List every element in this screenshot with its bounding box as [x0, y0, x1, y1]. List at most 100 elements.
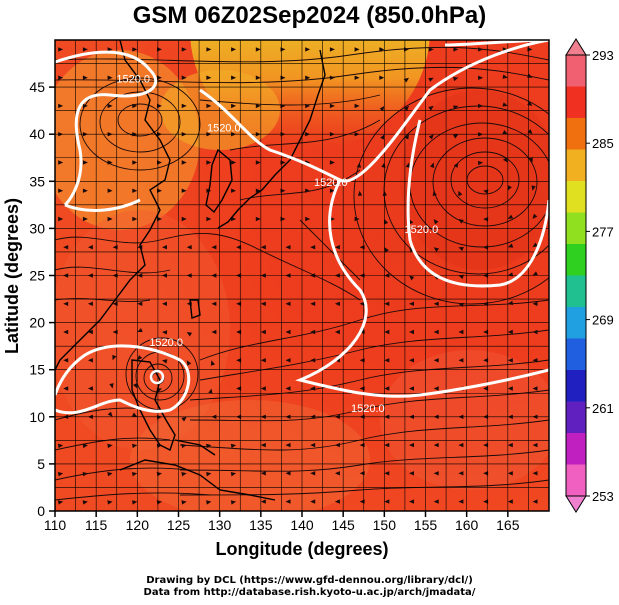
- wind-arrowhead: [255, 160, 261, 165]
- wind-arrowhead: [87, 245, 93, 250]
- wind-arrowhead: [305, 188, 311, 193]
- wind-arrowhead: [231, 75, 237, 80]
- wind-arrowhead: [334, 471, 340, 476]
- colorbar-segment: [566, 55, 586, 88]
- wind-arrowhead: [329, 188, 335, 193]
- wind-arrowhead: [310, 245, 316, 250]
- wind-arrowhead: [458, 219, 464, 224]
- wind-arrowhead: [162, 330, 168, 335]
- wind-arrowhead: [186, 360, 192, 366]
- wind-arrowhead: [132, 103, 138, 109]
- wind-arrowhead: [433, 386, 439, 391]
- wind-arrowhead: [87, 301, 93, 306]
- y-tick-label: 5: [37, 456, 45, 472]
- x-tick-label: 150: [373, 517, 397, 533]
- wind-arrowhead: [329, 75, 335, 80]
- colorbar-tick-label: 253: [592, 489, 614, 504]
- wind-arrowhead: [433, 499, 439, 504]
- wind-arrowhead: [334, 245, 340, 250]
- wind-arrowhead: [532, 442, 538, 448]
- wind-arrowhead: [82, 472, 88, 477]
- wind-arrowhead: [82, 75, 88, 80]
- colorbar-tick-label: 261: [592, 401, 614, 416]
- y-tick-label: 30: [29, 220, 45, 236]
- wind-arrowhead: [255, 47, 261, 52]
- wind-arrowhead: [329, 47, 335, 52]
- colorbar-segment: [566, 433, 586, 466]
- wind-arrowhead: [58, 160, 64, 165]
- wind-arrowhead: [305, 216, 311, 222]
- wind-arrowhead: [405, 162, 411, 168]
- wind-arrowhead: [483, 386, 489, 391]
- x-axis-ticks: 110 115 120 125 130 135 140 145 150 155 160 165: [44, 511, 520, 533]
- wind-arrowhead: [82, 443, 88, 449]
- wind-arrowhead: [63, 386, 69, 391]
- colorbar-segment: [566, 307, 586, 340]
- wind-arrowhead: [310, 471, 316, 476]
- wind-arrowhead: [107, 216, 113, 222]
- wind-arrowhead: [131, 472, 138, 477]
- y-tick-label: 45: [29, 79, 45, 95]
- wind-arrowhead: [285, 442, 291, 448]
- wind-arrowhead: [260, 245, 266, 250]
- wind-arrowhead: [502, 74, 508, 79]
- wind-arrowhead: [453, 76, 459, 82]
- wind-arrowhead: [507, 300, 514, 306]
- wind-arrowhead: [458, 329, 464, 335]
- wind-arrowhead: [285, 471, 291, 476]
- wind-arrowhead: [384, 442, 390, 448]
- wind-arrowhead: [305, 75, 311, 80]
- wind-arrowhead: [181, 472, 187, 477]
- wind-arrowhead: [57, 500, 64, 505]
- wind-arrowhead: [132, 160, 138, 165]
- wind-arrowhead: [82, 47, 88, 52]
- wind-arrowhead: [230, 500, 237, 505]
- wind-arrowhead: [305, 47, 311, 52]
- wind-arrowhead: [379, 47, 385, 52]
- wind-arrowhead: [131, 412, 138, 417]
- chart-title: GSM 06Z02Sep2024 (850.0hPa): [132, 2, 487, 29]
- wind-arrowhead: [132, 216, 138, 222]
- x-tick-label: 160: [455, 517, 479, 533]
- y-axis-ticks: 0 5 10 15 20 25 30 35 40 45: [29, 79, 55, 519]
- wind-arrowhead: [210, 360, 216, 366]
- wind-arrowhead: [112, 301, 118, 306]
- contour-labels: 1520.0 1520.0 1520.0 1520.0 1520.0 1520.0: [116, 73, 438, 415]
- wind-arrowhead: [409, 247, 414, 253]
- wind-arrowhead: [181, 75, 187, 80]
- wind-arrowhead: [157, 47, 162, 52]
- wind-arrowhead: [137, 301, 143, 306]
- wind-arrowhead: [409, 301, 414, 306]
- wind-arrowhead: [458, 442, 464, 448]
- wind-arrowhead: [384, 499, 390, 504]
- x-tick-label: 110: [44, 517, 67, 533]
- wind-arrowhead: [334, 499, 340, 504]
- wind-arrowhead: [157, 188, 162, 193]
- x-axis-label: Longitude (degrees): [215, 539, 388, 559]
- colorbar-top-extension: [565, 38, 587, 56]
- colorbar-segment: [566, 86, 586, 119]
- wind-arrowhead: [334, 301, 340, 306]
- x-tick-label: 120: [126, 517, 150, 533]
- wind-arrowhead: [236, 301, 242, 306]
- wind-arrowhead: [478, 47, 484, 52]
- wind-arrowhead: [409, 219, 414, 225]
- credits: Drawing by DCL (https://www.gfd-dennou.o…: [0, 575, 619, 599]
- y-tick-label: 35: [29, 173, 45, 189]
- wind-arrowhead: [507, 243, 514, 248]
- wind-arrowhead: [181, 443, 187, 449]
- wind-arrowhead: [403, 105, 409, 112]
- colorbar-tick-label: 285: [592, 136, 614, 151]
- wind-arrowhead: [107, 472, 113, 477]
- wind-arrowhead: [132, 47, 138, 52]
- wind-arrowhead: [58, 75, 64, 80]
- wind-arrowhead: [507, 442, 513, 448]
- wind-arrowhead: [107, 160, 113, 165]
- x-tick-label: 145: [331, 517, 355, 533]
- wind-arrowhead: [186, 245, 192, 250]
- wind-arrowhead: [428, 134, 434, 140]
- wind-arrowhead: [206, 443, 212, 449]
- wind-arrowhead: [107, 103, 113, 109]
- wind-arrowhead: [186, 332, 193, 337]
- wind-arrowhead: [57, 443, 64, 449]
